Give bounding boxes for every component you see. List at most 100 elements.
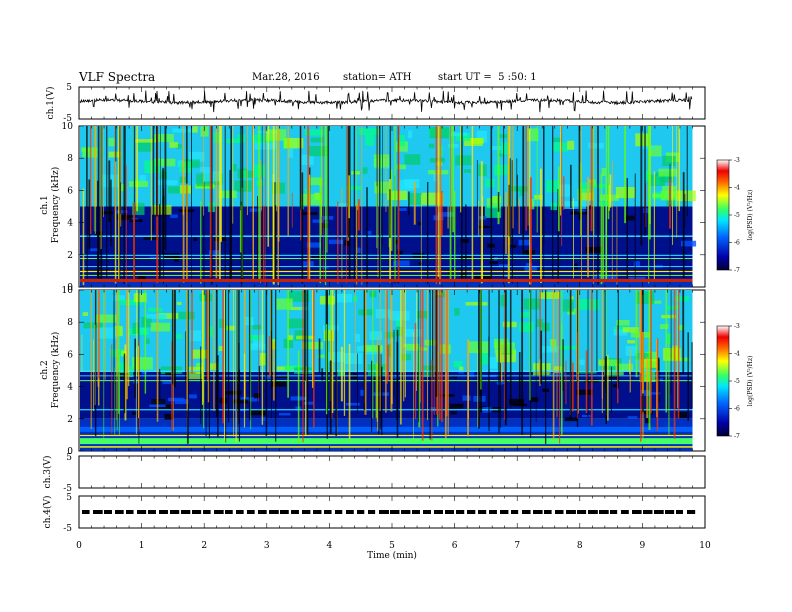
figure-title: VLF Spectra: [79, 70, 156, 84]
spectrogram-patch: [540, 346, 558, 353]
spectrogram-burst: [589, 205, 591, 210]
ch4-waveform-dashes: [82, 510, 696, 514]
spectrogram-patch: [265, 129, 287, 141]
spectrogram-burst: [306, 290, 309, 435]
spectrogram-patch: [645, 170, 650, 181]
spectrogram-burst: [156, 290, 159, 422]
ch4-dash: [302, 510, 311, 514]
spectrogram-burst: [363, 290, 366, 411]
spectrogram-burst: [552, 290, 555, 440]
spectrogram-patch: [480, 352, 489, 365]
spectrogram-burst: [672, 126, 673, 245]
spectrogram-patch: [605, 374, 619, 379]
ch1-ytick-top: 5: [66, 83, 72, 93]
spectrogram-patch: [598, 201, 609, 206]
spectrogram-patch: [97, 327, 118, 339]
spectrogram-burst: [337, 201, 339, 284]
spectrogram-burst: [111, 344, 113, 434]
y-tick-label: 10: [62, 286, 74, 296]
spectrogram-burst: [209, 126, 212, 278]
spectrogram-burst: [114, 367, 116, 436]
spectrogram-patch: [345, 402, 360, 406]
spectrogram-patch: [660, 190, 677, 201]
spectrogram-patch: [144, 160, 161, 174]
spectrogram-burst: [592, 126, 594, 284]
spectrogram-patch: [553, 137, 562, 142]
spectrogram-line: [80, 235, 693, 237]
spectrogram-patch: [83, 322, 103, 329]
ch1-colorbar-scale: [716, 159, 730, 271]
spectrogram-burst: [106, 126, 108, 279]
spectrogram-burst: [152, 126, 155, 234]
spectrogram-patch: [129, 181, 149, 188]
spectrogram-burst: [617, 290, 619, 389]
colorbar-tick-label: -3: [734, 323, 740, 330]
spectrogram-patch: [158, 404, 174, 411]
spectrogram-patch: [138, 275, 146, 282]
spectrogram-burst: [348, 175, 350, 219]
spectrogram-burst: [329, 360, 332, 434]
spectrogram-burst: [268, 336, 271, 378]
spectrogram-burst: [490, 126, 493, 280]
spectrogram-patch: [303, 401, 314, 405]
spectrogram-burst: [381, 366, 383, 435]
spectrogram-burst: [98, 290, 100, 379]
spectrogram-burst: [539, 359, 541, 387]
spectrogram-burst: [257, 196, 258, 281]
ch4-dash: [346, 510, 354, 514]
spectrogram-patch: [587, 142, 604, 149]
spectrogram-patch: [152, 134, 174, 143]
spectrogram-patch: [360, 389, 364, 396]
spectrogram-patch: [488, 357, 498, 369]
spectrogram-burst: [596, 290, 598, 372]
ch4-dash: [236, 510, 244, 514]
spectrogram-patch: [310, 137, 324, 143]
spectrogram-burst: [393, 329, 395, 397]
ch3-ytick-top: 5: [66, 453, 72, 463]
spectrogram-burst: [94, 290, 97, 437]
ch4-dash: [291, 510, 299, 514]
spectrogram-patch: [192, 126, 198, 133]
spectrogram-burst: [400, 290, 402, 425]
spectrogram-patch: [550, 202, 557, 211]
spectrogram-burst: [321, 368, 324, 381]
spectrogram-burst: [629, 348, 631, 393]
spectrogram-burst: [200, 346, 202, 424]
spectrogram-burst: [427, 290, 429, 421]
spectrogram-patch: [518, 239, 530, 246]
spectrogram-burst: [357, 353, 358, 414]
spectrogram-burst: [450, 126, 451, 211]
ch4-dash: [489, 510, 497, 514]
spectrogram-patch: [652, 193, 667, 198]
ch4-dash: [401, 510, 411, 514]
spectrogram-burst: [135, 347, 137, 434]
spectrogram-burst: [488, 336, 490, 428]
spectrogram-burst: [372, 290, 374, 419]
ch4-dash: [313, 510, 322, 514]
spectrogram-burst: [435, 126, 438, 285]
spectrogram-patch: [642, 368, 650, 381]
spectrogram-burst: [503, 126, 505, 285]
spectrogram-patch: [625, 215, 635, 221]
spectrogram-patch: [120, 299, 142, 306]
spectrogram-burst: [616, 206, 618, 285]
spectrogram-patch: [510, 244, 517, 248]
ch4-dash: [665, 510, 675, 514]
spectrogram-burst: [644, 126, 646, 236]
spectrogram-burst: [224, 126, 226, 280]
spectrogram-burst: [276, 126, 278, 212]
spectrogram-patch: [351, 171, 360, 175]
ch4-dash: [478, 510, 487, 514]
spectrogram-burst: [243, 290, 246, 399]
spectrogram-burst: [318, 338, 321, 373]
ch4-dash: [170, 510, 180, 514]
spectrogram-burst: [313, 290, 315, 429]
spectrogram-patch: [362, 167, 368, 174]
spectrogram-burst: [418, 351, 421, 428]
spectrogram-patch: [157, 180, 178, 186]
ch4-dash: [643, 510, 653, 514]
ch4-dash: [335, 510, 343, 514]
spectrogram-burst: [128, 290, 130, 387]
spectrogram-patch: [527, 128, 539, 142]
spectrogram-patch: [601, 167, 607, 177]
